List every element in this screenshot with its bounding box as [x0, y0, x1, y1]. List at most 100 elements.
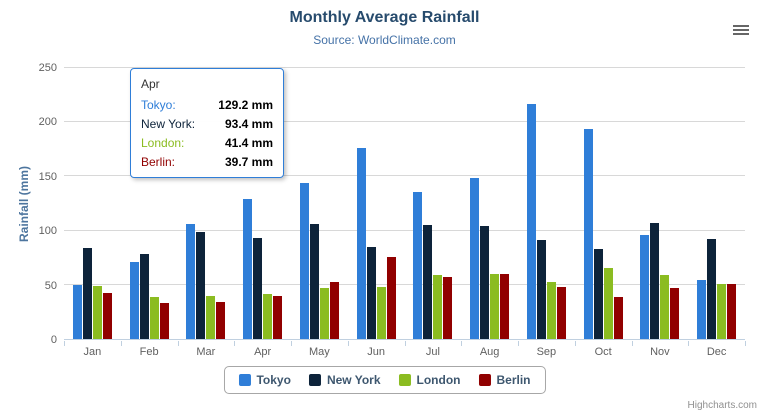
bar-new-york-aug[interactable] — [480, 225, 490, 339]
legend-item-london[interactable]: London — [398, 373, 461, 387]
bar-tokyo-oct[interactable] — [583, 128, 593, 339]
bar-berlin-may[interactable] — [329, 281, 339, 339]
bar-new-york-mar[interactable] — [196, 232, 206, 339]
x-axis-tick — [64, 341, 65, 346]
tooltip-series-name: Berlin: — [141, 155, 176, 169]
bar-tokyo-may[interactable] — [299, 182, 309, 339]
legend-swatch-icon — [308, 374, 321, 386]
bar-london-dec[interactable] — [717, 283, 727, 339]
bar-tokyo-jul[interactable] — [413, 192, 423, 339]
x-axis-label-may: May — [308, 346, 330, 358]
bar-tokyo-jun[interactable] — [356, 148, 366, 339]
bar-tokyo-jan[interactable] — [72, 284, 82, 339]
x-axis-ticks — [64, 341, 746, 347]
bar-tokyo-mar[interactable] — [186, 223, 196, 339]
x-axis-tick — [234, 341, 236, 346]
bar-group-mar — [178, 68, 235, 339]
bar-berlin-oct[interactable] — [613, 296, 623, 339]
y-axis-label: 200 — [38, 116, 57, 129]
legend-item-new-york[interactable]: New York — [308, 373, 381, 387]
tooltip-series-value: 93.4 mm — [224, 117, 273, 131]
bar-new-york-may[interactable] — [309, 224, 319, 339]
y-axis-labels: 0 50 100 150 200 250 — [0, 62, 57, 346]
bar-berlin-dec[interactable] — [727, 283, 737, 339]
x-axis-tick — [347, 341, 349, 346]
bar-berlin-sep[interactable] — [556, 287, 566, 339]
bar-tokyo-feb[interactable] — [129, 261, 139, 339]
bar-new-york-jan[interactable] — [82, 248, 92, 339]
bar-london-jan[interactable] — [92, 286, 102, 339]
legend-swatch-icon — [398, 374, 411, 386]
x-axis-tick — [177, 341, 179, 346]
bar-berlin-nov[interactable] — [670, 288, 680, 339]
bar-tokyo-aug[interactable] — [470, 178, 480, 339]
bar-group-may — [291, 68, 348, 339]
legend: Tokyo New York London Berlin — [223, 366, 546, 394]
bar-berlin-mar[interactable] — [216, 301, 226, 339]
bar-tokyo-nov[interactable] — [640, 235, 650, 339]
legend-swatch-icon — [478, 374, 491, 386]
bar-london-mar[interactable] — [206, 296, 216, 339]
credits-link[interactable]: Highcharts.com — [687, 400, 757, 411]
bar-london-oct[interactable] — [603, 268, 613, 339]
bar-new-york-apr[interactable] — [253, 237, 263, 339]
chart-subtitle: Source: WorldClimate.com — [313, 33, 456, 47]
tooltip: Apr Tokyo: 129.2 mm New York: 93.4 mm London… — [130, 68, 284, 178]
x-axis-tick — [461, 341, 463, 346]
bar-berlin-jan[interactable] — [102, 293, 112, 339]
y-axis-label: 50 — [44, 279, 57, 292]
legend-label: Tokyo — [256, 373, 291, 387]
tooltip-category: Apr — [141, 77, 160, 91]
bar-new-york-oct[interactable] — [593, 248, 603, 339]
tooltip-series-name: Tokyo: — [141, 98, 176, 112]
gridline-150 — [64, 175, 745, 177]
bar-tokyo-dec[interactable] — [697, 280, 707, 339]
y-axis-label: 250 — [38, 62, 57, 74]
bar-london-feb[interactable] — [149, 296, 159, 339]
x-axis-label-feb: Feb — [139, 346, 159, 358]
bar-new-york-jun[interactable] — [366, 247, 376, 339]
bar-group-apr — [234, 68, 291, 339]
bar-group-sep — [518, 68, 575, 339]
bar-berlin-aug[interactable] — [500, 273, 510, 339]
export-menu-button[interactable] — [730, 16, 754, 34]
bar-berlin-apr[interactable] — [273, 295, 283, 339]
bar-london-apr[interactable] — [263, 294, 273, 339]
bar-london-nov[interactable] — [660, 274, 670, 339]
bar-berlin-jun[interactable] — [386, 257, 396, 339]
hamburger-icon — [733, 24, 749, 27]
x-axis-tick — [291, 341, 292, 346]
legend-item-tokyo[interactable]: Tokyo — [238, 373, 291, 387]
bar-tokyo-sep[interactable] — [526, 104, 536, 339]
bar-berlin-jul[interactable] — [443, 276, 453, 339]
gridline-100 — [64, 229, 745, 231]
bar-london-jun[interactable] — [376, 286, 386, 339]
tooltip-series-value: 39.7 mm — [224, 155, 273, 169]
legend-item-berlin[interactable]: Berlin — [478, 373, 531, 387]
bar-london-may[interactable] — [319, 288, 329, 339]
x-axis-tick — [120, 341, 122, 346]
y-axis-label: 100 — [38, 225, 57, 238]
gridline-50 — [64, 283, 745, 285]
bar-berlin-feb[interactable] — [159, 303, 169, 339]
bar-london-sep[interactable] — [546, 282, 556, 339]
x-axis-label-jul: Jul — [425, 346, 440, 358]
x-axis-label-nov: Nov — [650, 346, 670, 358]
x-axis-labels: Jan Feb Mar Apr May Jun Jul Aug Sep Oct Nov Dec — [64, 346, 745, 360]
bar-london-aug[interactable] — [490, 274, 500, 339]
bar-new-york-sep[interactable] — [536, 240, 546, 339]
bar-new-york-jul[interactable] — [423, 225, 433, 339]
bar-new-york-nov[interactable] — [650, 223, 660, 339]
bar-london-jul[interactable] — [433, 275, 443, 339]
legend-label: London — [416, 373, 461, 387]
tooltip-series-value: 41.4 mm — [224, 136, 273, 150]
x-axis-label-oct: Oct — [594, 346, 612, 358]
gridline-200 — [64, 121, 745, 123]
bar-new-york-dec[interactable] — [707, 238, 717, 339]
gridline-250 — [64, 67, 745, 68]
bar-group-feb — [121, 68, 178, 339]
bar-new-york-feb[interactable] — [139, 253, 149, 339]
gridlines — [64, 67, 745, 339]
x-axis-tick — [688, 341, 690, 346]
bar-tokyo-apr[interactable] — [243, 198, 253, 339]
